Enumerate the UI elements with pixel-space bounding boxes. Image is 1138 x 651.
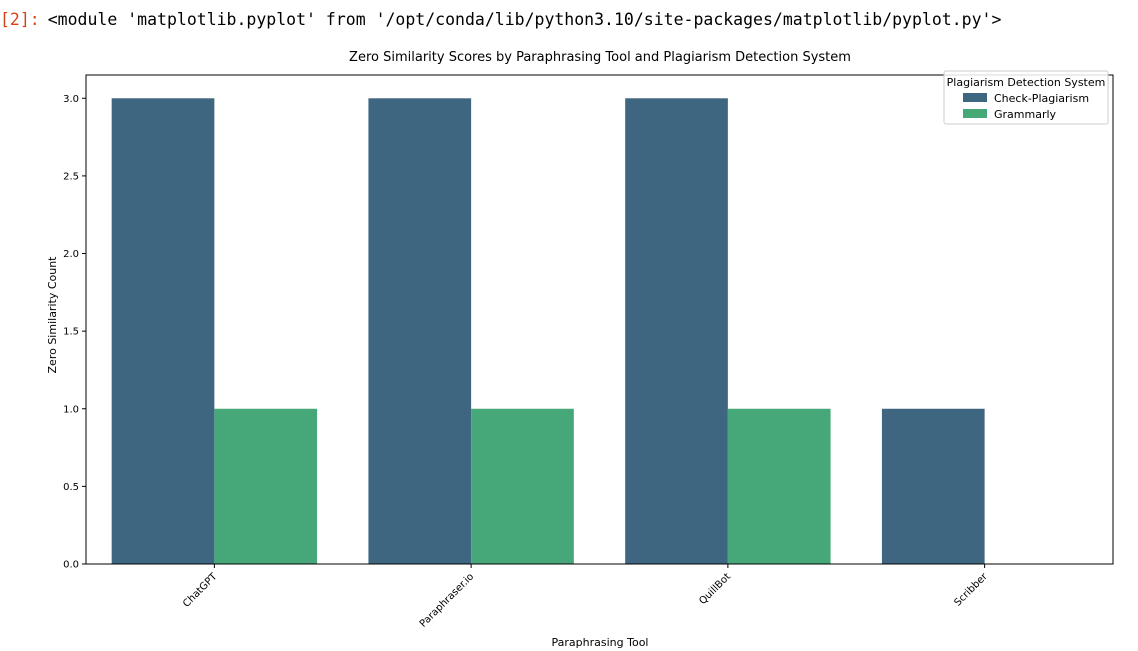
output-text: <module 'matplotlib.pyplot' from '/opt/c… (47, 10, 1002, 29)
y-tick-label: 2.5 (63, 171, 79, 182)
y-axis-label: Zero Similarity Count (46, 256, 59, 374)
y-tick-label: 1.5 (63, 327, 79, 338)
x-tick-label-chatgpt: ChatGPT (181, 571, 220, 610)
y-tick-label: 1.0 (63, 404, 79, 415)
legend: Plagiarism Detection System Check-Plagia… (943, 70, 1109, 125)
bar-quillbot-grammarly (727, 408, 831, 564)
bar-quillbot-check-plagiarism (625, 98, 728, 564)
x-tick-label-paraphraser-io: Paraphraser.io (418, 571, 476, 629)
y-tick-label: 0.5 (63, 482, 79, 493)
bar-paraphraser-io-check-plagiarism (368, 98, 472, 564)
chart-title: Zero Similarity Scores by Paraphrasing T… (349, 50, 851, 65)
legend-label-check-plagiarism: Check-Plagiarism (994, 92, 1089, 105)
execution-prompt: [2]: (0, 10, 40, 29)
y-tick-label: 2.0 (63, 249, 79, 260)
x-tick-label-quillbot: QuillBot (697, 571, 733, 607)
bars-group (111, 98, 985, 564)
bar-scribber-check-plagiarism (881, 408, 985, 564)
legend-swatch-grammarly (963, 109, 987, 118)
legend-swatch-check-plagiarism (963, 93, 987, 102)
bar-paraphraser-io-grammarly (471, 408, 574, 564)
bar-chatgpt-check-plagiarism (111, 98, 215, 564)
x-axis: ChatGPT Paraphraser.io QuillBot Scribber (181, 564, 990, 630)
y-tick-label: 3.0 (63, 94, 79, 105)
cell-output: [2]: <module 'matplotlib.pyplot' from '/o… (0, 10, 1001, 36)
y-tick-label: 0.0 (63, 560, 79, 571)
bar-chatgpt-grammarly (214, 408, 318, 564)
legend-title: Plagiarism Detection System (947, 76, 1106, 89)
legend-label-grammarly: Grammarly (994, 108, 1057, 121)
x-axis-label: Paraphrasing Tool (552, 636, 649, 649)
x-tick-label-scribber: Scribber (952, 571, 990, 609)
plot-frame (85, 74, 1114, 565)
y-axis: 0.0 0.5 1.0 1.5 2.0 2.5 3.0 (63, 94, 86, 571)
